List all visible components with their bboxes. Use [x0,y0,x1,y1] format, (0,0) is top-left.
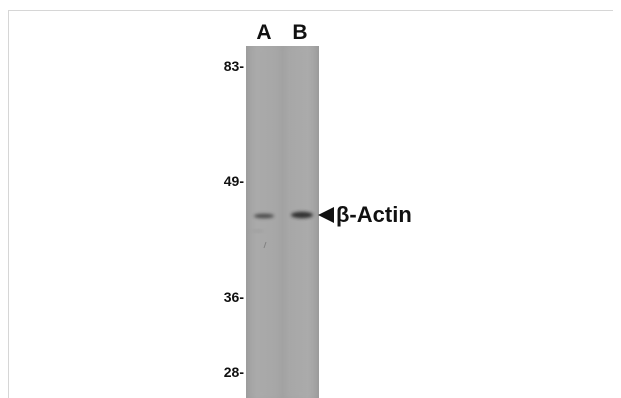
membrane-scratch [263,241,267,249]
target-protein-name: β-Actin [336,202,412,227]
marker-label-83: 83- [223,58,244,74]
figure-left-border [8,10,9,398]
lane-a-track [249,46,279,398]
marker-label-36: 36- [223,289,244,305]
figure-top-border [8,10,613,11]
band-lane-a [254,213,274,219]
blot-membrane [246,46,319,398]
marker-label-28: 28- [223,364,244,380]
left-triangle-arrow-icon [318,207,334,223]
lane-label-b: B [292,21,308,44]
lane-b-track [286,46,316,398]
lane-label-a: A [256,21,272,44]
marker-label-49: 49- [223,173,244,189]
target-protein-label: β-Actin [318,202,412,228]
band-lane-b [291,211,313,219]
membrane-smudge [252,229,264,233]
